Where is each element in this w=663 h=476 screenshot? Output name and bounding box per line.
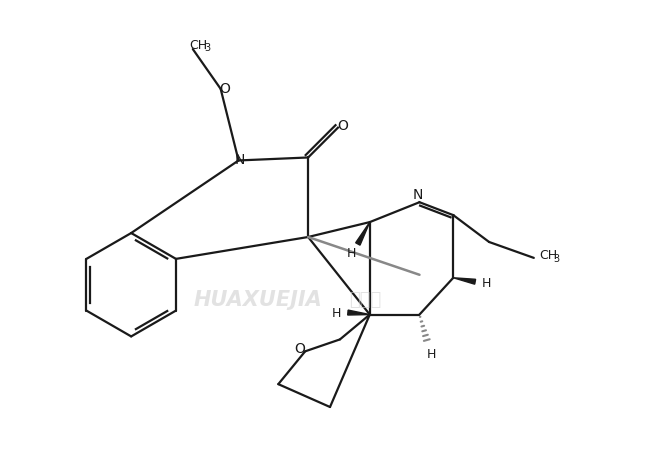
Polygon shape xyxy=(453,278,475,284)
Polygon shape xyxy=(347,310,370,315)
Text: 3: 3 xyxy=(205,43,211,53)
Text: O: O xyxy=(337,119,348,133)
Text: H: H xyxy=(347,248,357,260)
Text: H: H xyxy=(481,277,491,290)
Text: 化学加: 化学加 xyxy=(349,291,381,308)
Text: CH: CH xyxy=(539,249,557,262)
Polygon shape xyxy=(355,222,370,245)
Text: N: N xyxy=(234,153,245,168)
Text: H: H xyxy=(332,307,341,320)
Text: 3: 3 xyxy=(554,254,560,264)
Text: O: O xyxy=(294,342,304,357)
Text: O: O xyxy=(219,82,230,96)
Text: N: N xyxy=(412,188,423,202)
Text: H: H xyxy=(427,348,436,361)
Text: CH: CH xyxy=(189,39,207,51)
Text: HUAXUEJIA: HUAXUEJIA xyxy=(194,289,323,310)
